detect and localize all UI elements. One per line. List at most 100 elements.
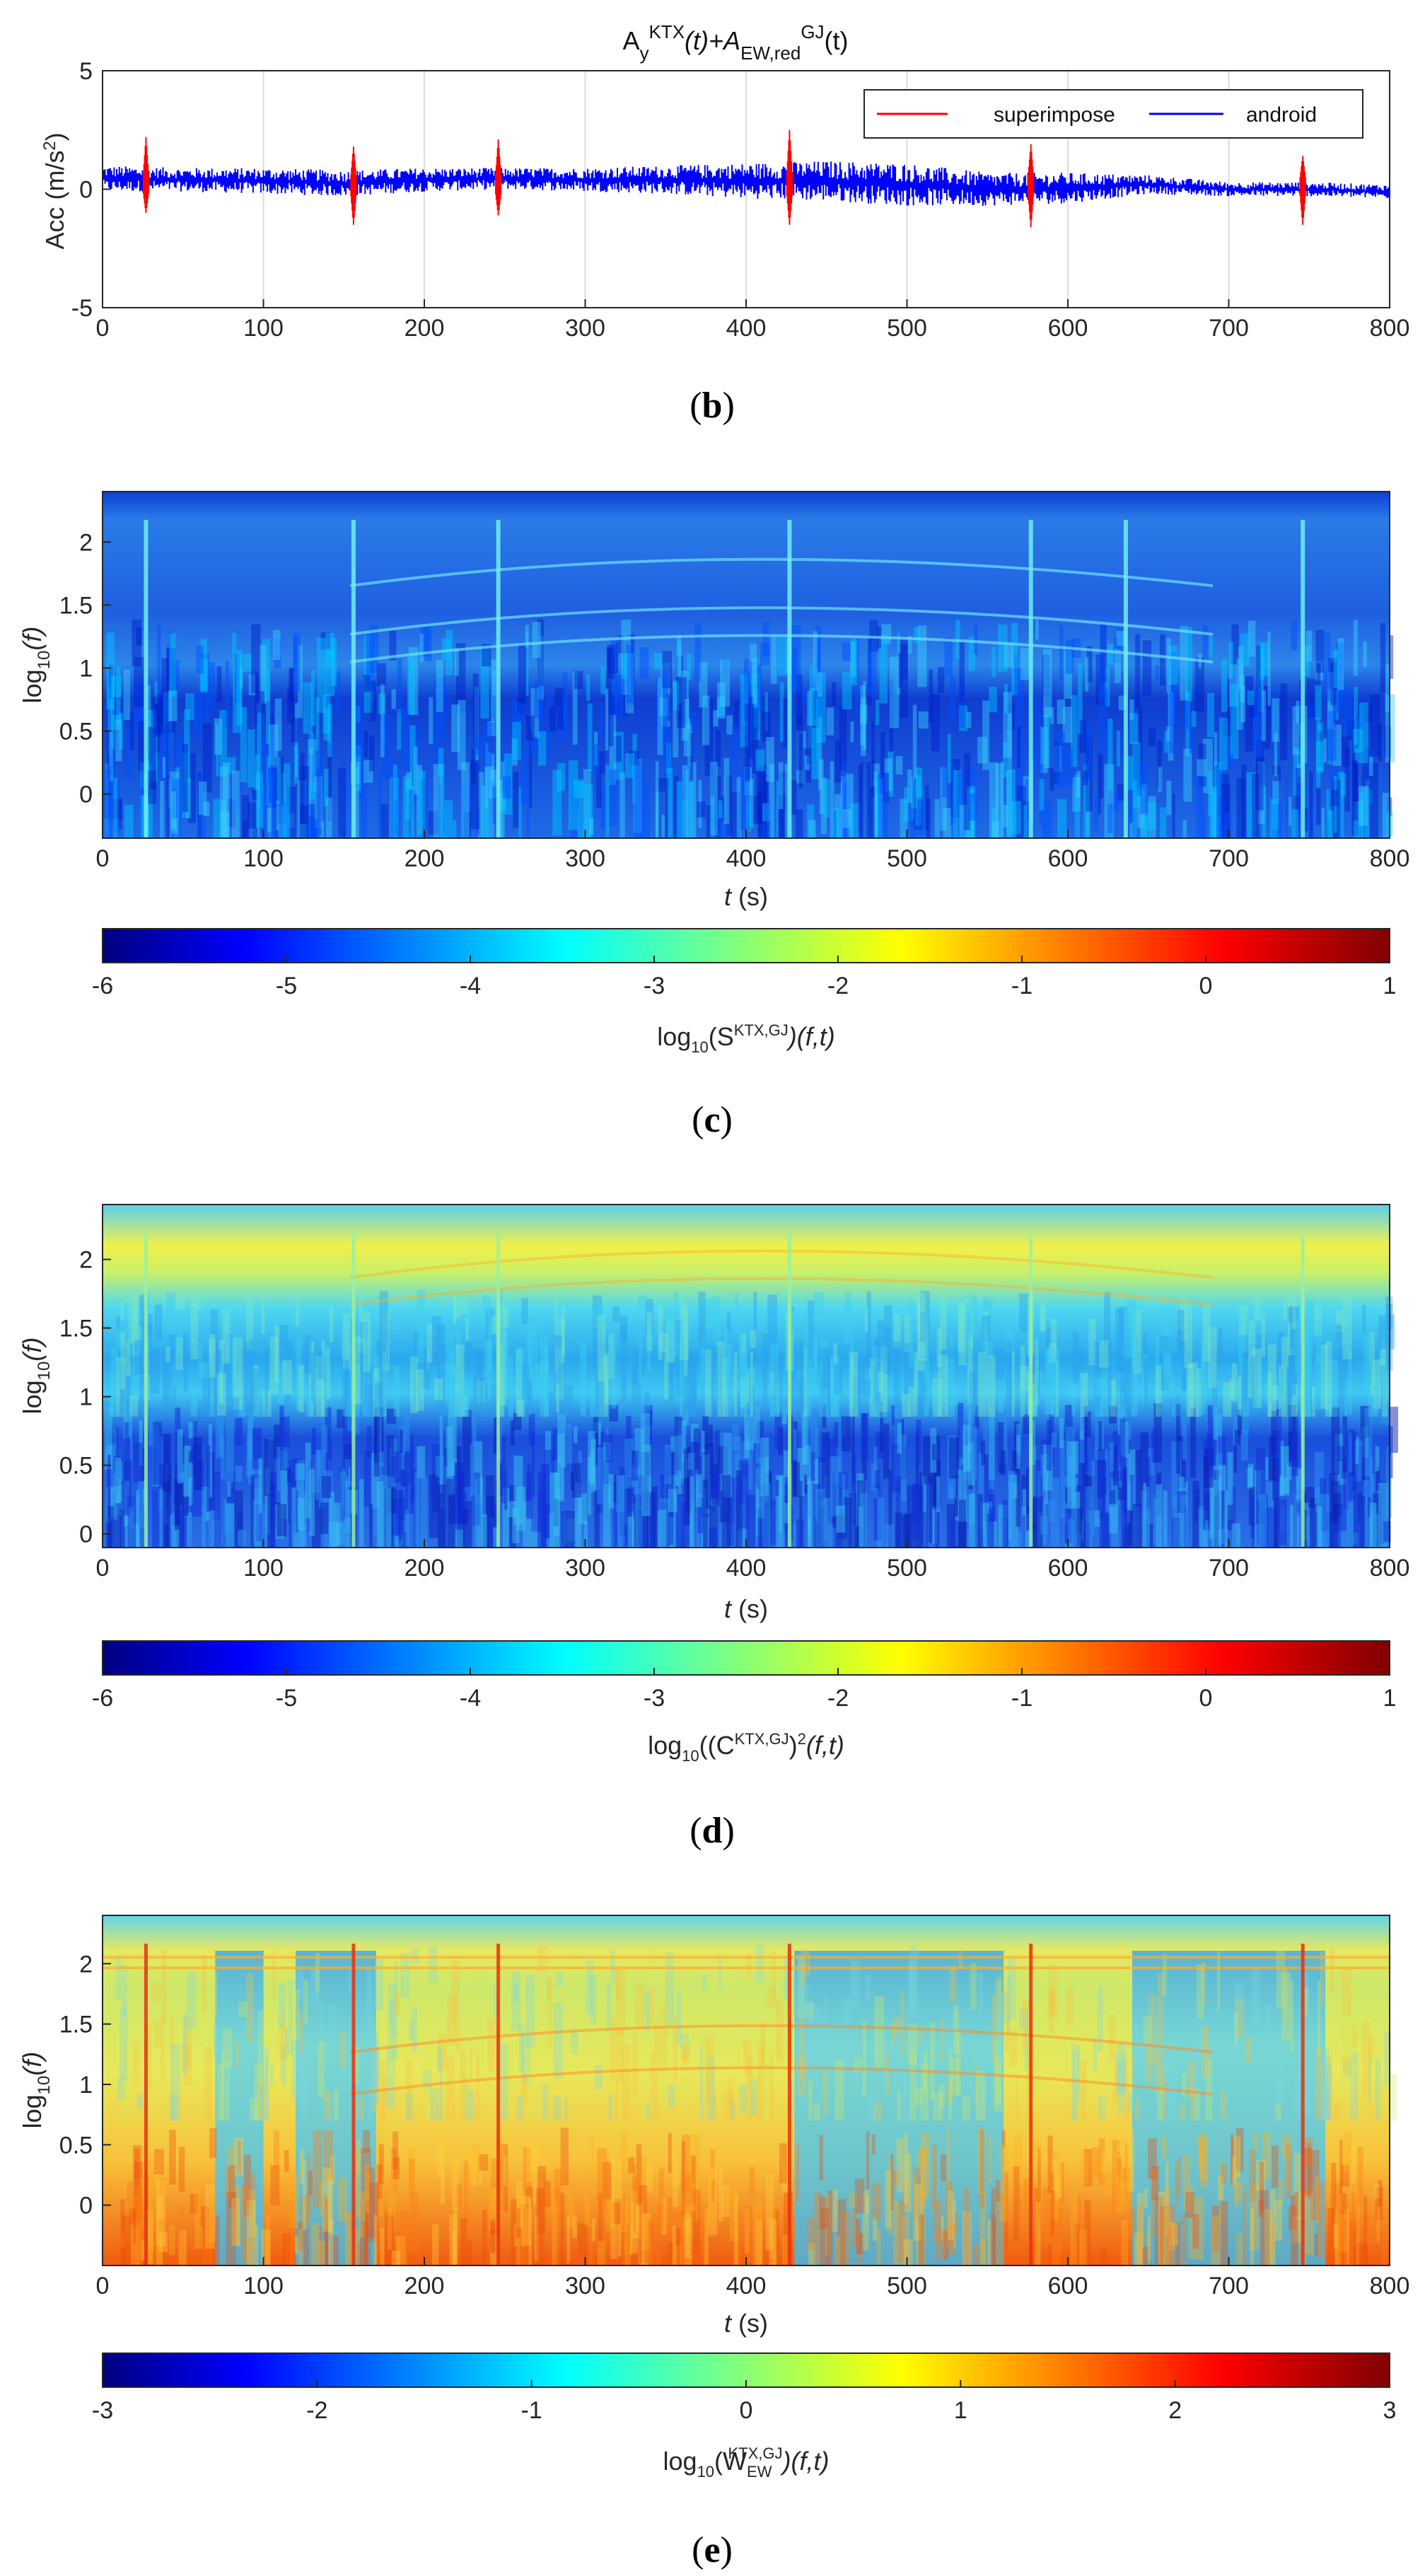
texture-cell (482, 1514, 487, 1548)
texture-cell (1316, 786, 1321, 825)
texture-cell (363, 675, 371, 692)
texture-cell (529, 731, 533, 808)
texture-cell (815, 1427, 820, 1486)
texture-cell (897, 1422, 902, 1454)
texture-cell (1118, 695, 1127, 711)
texture-cell (1335, 1324, 1342, 1342)
texture-cell (1373, 2184, 1380, 2199)
texture-cell (813, 2193, 822, 2263)
texture-cell (417, 1446, 426, 1479)
texture-cell (396, 2236, 406, 2265)
texture-cell (1057, 799, 1067, 838)
texture-cell (683, 1449, 690, 1526)
texture-cell (234, 1490, 243, 1548)
texture-cell (717, 1342, 725, 1417)
texture-cell (1071, 2044, 1076, 2120)
texture-cell (796, 731, 806, 784)
texture-cell (446, 689, 450, 719)
texture-cell (919, 1293, 929, 1361)
texture-cell (516, 2208, 520, 2239)
texture-cell (1342, 1415, 1347, 1472)
texture-cell (210, 1384, 214, 1417)
texture-cell (981, 1441, 986, 1466)
texture-cell (525, 2187, 533, 2210)
texture-cell (1314, 1307, 1322, 1336)
texture-cell (161, 1950, 167, 2023)
texture-cell (1250, 2184, 1260, 2251)
texture-cell (744, 767, 752, 796)
texture-cell (1035, 1460, 1043, 1512)
texture-cell (1040, 1304, 1046, 1332)
texture-cell (264, 2057, 269, 2120)
texture-cell (124, 804, 134, 838)
texture-cell (873, 1340, 881, 1417)
texture-cell (146, 770, 156, 804)
texture-cell (857, 2229, 861, 2265)
texture-cell (1262, 786, 1267, 838)
texture-cell (580, 1342, 587, 1417)
texture-cell (544, 2181, 551, 2207)
texture-cell (1360, 1496, 1365, 1548)
texture-cell (306, 1388, 313, 1417)
texture-cell (755, 1944, 764, 1982)
texture-cell (281, 772, 285, 838)
texture-cell (851, 803, 856, 838)
texture-cell (1068, 1519, 1075, 1548)
texture-cell (872, 2183, 881, 2221)
texture-cell (364, 2201, 371, 2265)
texture-cell (391, 689, 397, 709)
texture-cell (940, 767, 947, 831)
texture-cell (1013, 654, 1018, 674)
texture-cell (215, 2215, 220, 2265)
texture-cell (166, 721, 175, 778)
panel-d-y-ticks: 21.510.50 (59, 1247, 111, 1548)
texture-cell (183, 2017, 192, 2086)
texture-cell (113, 777, 118, 838)
texture-cell (557, 700, 567, 740)
texture-cell (358, 1327, 366, 1353)
texture-cell (432, 1316, 441, 1367)
texture-cell (842, 782, 851, 838)
texture-cell (516, 2181, 523, 2227)
texture-cell (944, 637, 953, 678)
texture-cell (566, 2191, 574, 2229)
texture-cell (1342, 2055, 1350, 2074)
panel-e-colorbar-ticks: -3 -2 -1 0 1 2 3 (92, 2380, 1396, 2424)
texture-cell (668, 1488, 674, 1545)
texture-cell (378, 2144, 384, 2184)
texture-cell (825, 2195, 830, 2256)
texture-cell (283, 1392, 291, 1417)
texture-cell (1318, 1980, 1321, 2056)
texture-cell (1298, 733, 1303, 764)
texture-cell (1330, 766, 1337, 809)
texture-cell (598, 2193, 603, 2248)
texture-cell (120, 1333, 125, 1390)
texture-cell (900, 639, 908, 679)
texture-cell (1258, 1494, 1267, 1548)
texture-cell (716, 696, 725, 716)
texture-cell (1179, 2104, 1186, 2120)
texture-cell (363, 1450, 371, 1507)
texture-cell (1014, 668, 1024, 739)
texture-cell (574, 779, 584, 799)
texture-cell (636, 2144, 642, 2205)
texture-cell (1270, 690, 1276, 738)
texture-cell (868, 638, 872, 705)
texture-cell (1315, 741, 1324, 772)
texture-cell (1065, 639, 1074, 674)
texture-cell (995, 2180, 1001, 2202)
texture-cell (169, 1335, 178, 1357)
texture-cell (1132, 1299, 1136, 1369)
texture-cell (1303, 1326, 1308, 1356)
texture-cell (958, 1303, 965, 1352)
texture-cell (269, 1483, 277, 1548)
texture-cell (1099, 1512, 1109, 1548)
texture-cell (842, 1474, 846, 1509)
texture-cell (455, 1524, 463, 1548)
texture-cell (1315, 2048, 1323, 2120)
texture-cell (503, 2154, 507, 2186)
texture-cell (455, 1345, 465, 1417)
texture-cell (956, 2030, 961, 2096)
texture-cell (1183, 700, 1190, 730)
texture-cell (1337, 2218, 1347, 2265)
